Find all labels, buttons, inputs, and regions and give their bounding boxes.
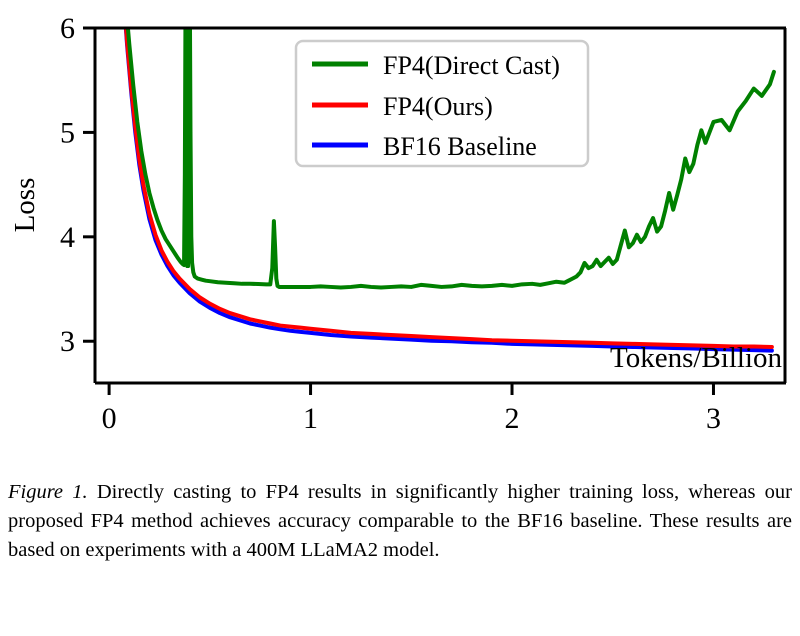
figure-caption: Figure 1. Directly casting to FP4 result… <box>8 478 792 565</box>
legend-label-bf16-baseline: BF16 Baseline <box>383 132 537 161</box>
axis-frame <box>93 26 787 385</box>
y-tick-label: 6 <box>60 12 75 45</box>
x-tick-label: 0 <box>102 402 117 435</box>
chart-legend: FP4(Direct Cast) FP4(Ours) BF16 Baseline <box>294 39 590 168</box>
y-tick-label: 3 <box>60 325 75 358</box>
data-series-group <box>123 28 776 353</box>
series-line-fp4-ours <box>124 28 774 349</box>
figure-caption-label: Figure 1. <box>8 481 88 503</box>
x-tick-label: 3 <box>706 402 721 435</box>
y-axis-title: Loss <box>9 178 41 233</box>
series-line-fp4-direct-cast <box>125 28 776 290</box>
y-tick-label: 5 <box>60 116 75 149</box>
legend-box <box>294 39 590 168</box>
loss-curve-chart: 0 1 2 3 3 4 5 6 Loss Tokens/Billion FP4(Direct … <box>9 12 787 435</box>
x-tick-label: 1 <box>303 402 318 435</box>
y-tick-label: 4 <box>60 221 75 254</box>
chart-svg: 0 1 2 3 3 4 5 6 Loss Tokens/Billion FP4(Direct … <box>9 12 787 435</box>
axis-ticks-group: 0 1 2 3 3 4 5 6 <box>60 12 721 435</box>
legend-label-fp4-ours: FP4(Ours) <box>383 92 493 121</box>
x-axis-title: Tokens/Billion <box>610 342 782 374</box>
x-tick-label: 2 <box>505 402 520 435</box>
legend-label-fp4-direct-cast: FP4(Direct Cast) <box>383 51 560 80</box>
figure-caption-text: Directly casting to FP4 results in signi… <box>8 481 792 561</box>
